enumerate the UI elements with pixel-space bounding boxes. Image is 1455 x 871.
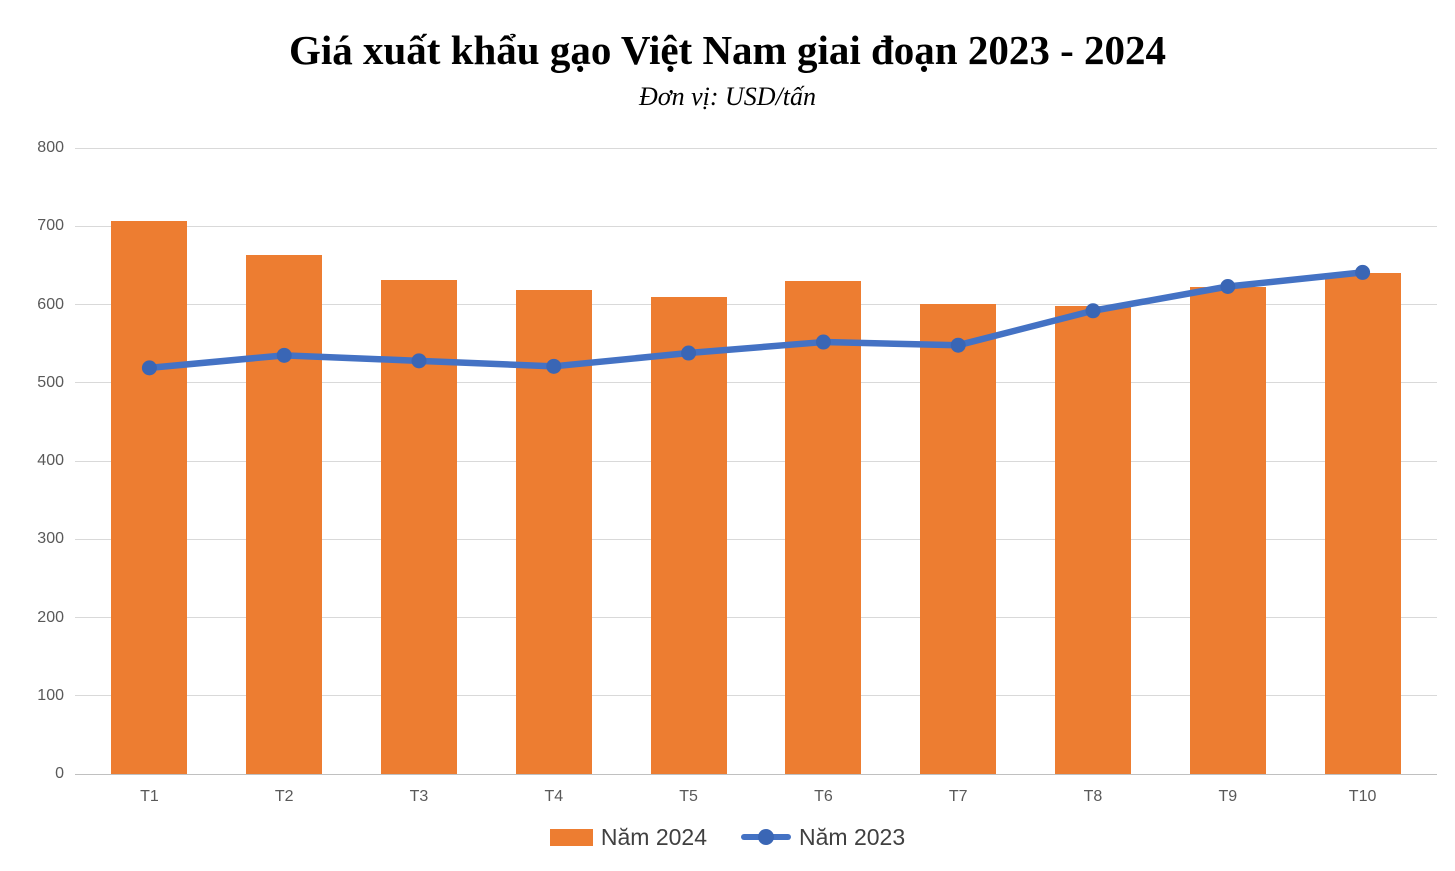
x-axis-label-T2: T2 [274,788,294,805]
legend-item-nam-2024: Năm 2024 [549,820,707,854]
x-axis-label-T7: T7 [948,788,968,805]
legend: Năm 2024 Năm 2023 [0,818,1455,856]
bar-2024-T6 [785,281,862,774]
bar-2024-T5 [650,297,727,774]
legend-label-nam-2023: Năm 2023 [799,824,906,850]
plot-area: Năm 2023 T1: 519 Năm 2023 T2: 535 Năm 2023… [75,147,1437,775]
y-axis-label-100: 100 [37,686,64,704]
line-path-2023 [146,269,1366,372]
line-point-2023-T3: Năm 2023 T3: 528 [411,353,427,369]
bar-2024-T8 [1055,306,1131,774]
x-axis-label-T6: T6 [814,788,833,805]
bar-2024-T1 [111,220,188,774]
line-point-2023-T6: Năm 2023 T6: 552 [815,334,831,350]
line-point-2023-T5: Năm 2023 T5: 538 [681,345,697,361]
x-axis-label-T8: T8 [1083,788,1103,805]
chart-title: Giá xuất khẩu gạo Việt Nam giai đoạn 202… [288,27,1167,73]
x-axis-label-T3: T3 [409,788,429,805]
x-axis-label-T4: T4 [544,788,564,805]
x-axis-label-T1: T1 [140,788,159,805]
gridline-y-800 [75,147,1437,149]
x-axis-label-T5: T5 [679,788,698,805]
gridline-y-400 [75,460,1437,462]
y-axis-label-0: 0 [55,765,64,782]
gridline-y-700 [75,225,1437,227]
chart-subtitle: Đơn vị: USD/tấn [638,82,817,111]
y-axis-label-600: 600 [37,295,64,313]
y-axis-label-700: 700 [37,217,64,235]
bar-2024-T10 [1324,273,1401,774]
line-point-2023-T10: Năm 2023 T10: 641 [1355,264,1371,280]
legend-item-nam-2023: Năm 2023 [741,820,905,854]
legend-bar-swatch-icon [549,828,593,846]
legend-label-nam-2024: Năm 2024 [600,824,707,850]
y-axis-label-300: 300 [37,530,64,548]
line-point-2023-T4: Năm 2023 T4: 521 [546,358,562,374]
gridline-y-600 [75,304,1437,305]
bar-2024-T9 [1189,286,1266,774]
x-axis-label-T9: T9 [1218,788,1238,805]
line-point-2023-T8: Năm 2023 T8: 592 [1085,303,1101,319]
line-series-2023: Năm 2023 T1: 519 Năm 2023 T2: 535 Năm 2023… [141,264,1371,376]
line-point-2023-T9: Năm 2023 T9: 623 [1220,279,1236,295]
bar-2024-T2 [246,255,323,774]
y-axis-label-800: 800 [37,139,64,156]
line-point-2023-T1: Năm 2023 T1: 519 [141,360,157,376]
y-axis-label-200: 200 [37,608,64,626]
gridline-y-500 [75,382,1437,384]
gridline-y-300 [75,538,1437,540]
gridline-y-0 [75,773,1437,775]
y-axis-label-500: 500 [37,373,64,391]
x-axis-label-T10: T10 [1348,788,1377,805]
gridline-y-200 [75,617,1437,618]
legend-line-dot-icon [741,829,791,845]
line-point-2023-T7: Năm 2023 T7: 548 [950,337,966,353]
gridline-y-100 [75,695,1437,697]
bar-2024-T7 [920,303,997,774]
line-point-2023-T2: Năm 2023 T2: 535 [276,347,292,363]
y-axis-label-400: 400 [37,452,64,469]
legend-dot-icon [758,829,774,845]
